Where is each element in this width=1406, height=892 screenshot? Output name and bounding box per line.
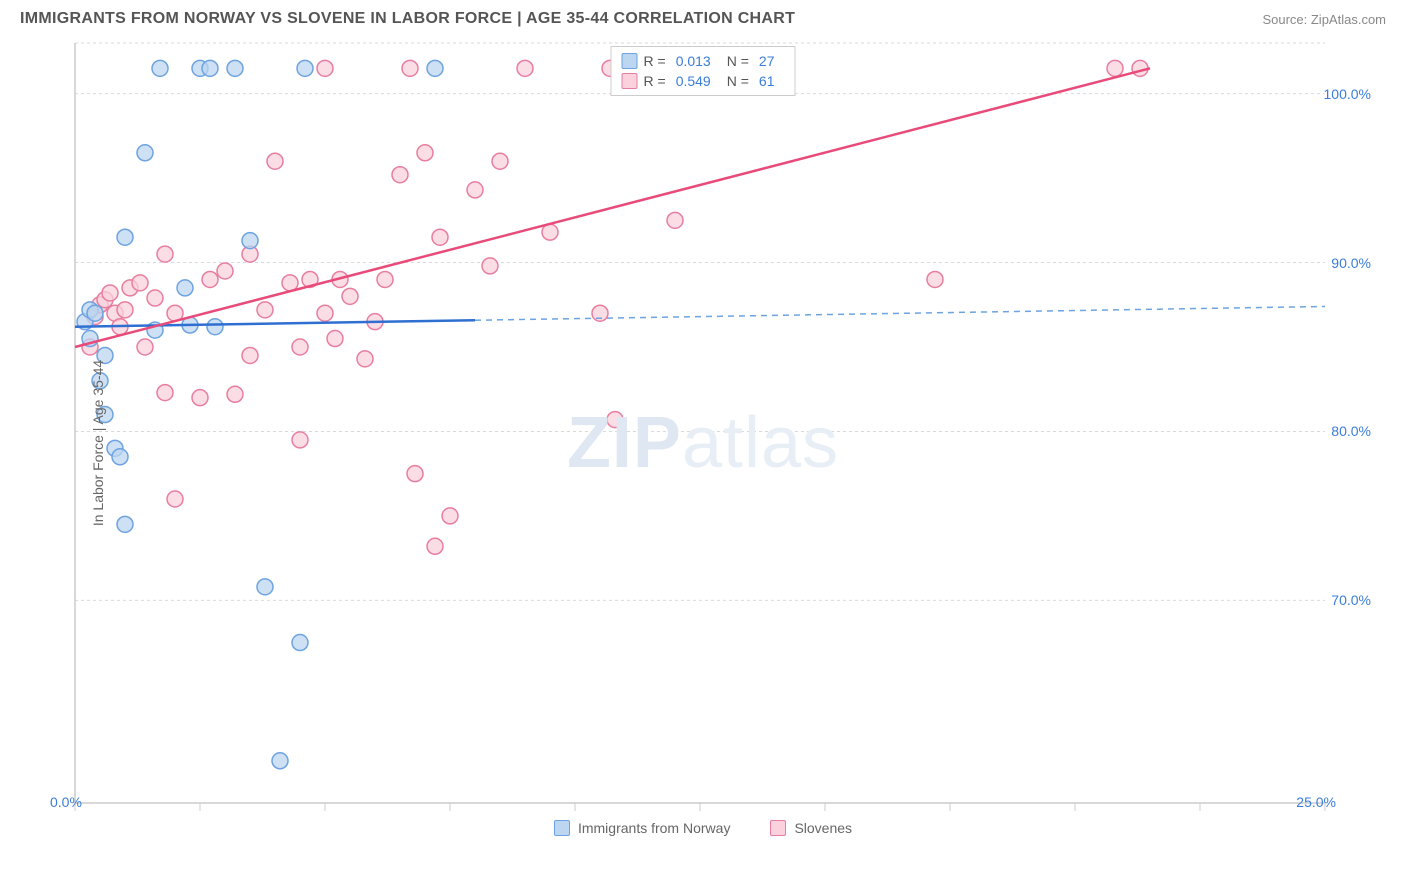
- legend-item-norway: Immigrants from Norway: [554, 820, 730, 836]
- chart-title: IMMIGRANTS FROM NORWAY VS SLOVENE IN LAB…: [20, 10, 795, 28]
- chart-area: In Labor Force | Age 35-44 ZIPatlas R =0…: [20, 38, 1386, 848]
- y-tick-label: 70.0%: [1331, 592, 1371, 608]
- legend-row-slovenes: R =0.549 N =61: [622, 71, 785, 91]
- y-tick-label: 90.0%: [1331, 255, 1371, 271]
- legend-swatch-slovenes: [622, 73, 638, 89]
- legend-swatch-norway: [622, 53, 638, 69]
- correlation-legend: R =0.013 N =27 R =0.549 N =61: [611, 46, 796, 96]
- source-label: Source: ZipAtlas.com: [1262, 12, 1386, 27]
- y-tick-label: 100.0%: [1324, 86, 1371, 102]
- legend-row-norway: R =0.013 N =27: [622, 51, 785, 71]
- legend-swatch-icon: [554, 820, 570, 836]
- legend-item-slovenes: Slovenes: [770, 820, 852, 836]
- bottom-legend: Immigrants from Norway Slovenes: [20, 820, 1386, 836]
- scatter-plot-svg: [20, 38, 1386, 848]
- y-axis-label: In Labor Force | Age 35-44: [90, 360, 106, 526]
- legend-swatch-icon: [770, 820, 786, 836]
- header: IMMIGRANTS FROM NORWAY VS SLOVENE IN LAB…: [0, 0, 1406, 33]
- y-tick-label: 80.0%: [1331, 423, 1371, 439]
